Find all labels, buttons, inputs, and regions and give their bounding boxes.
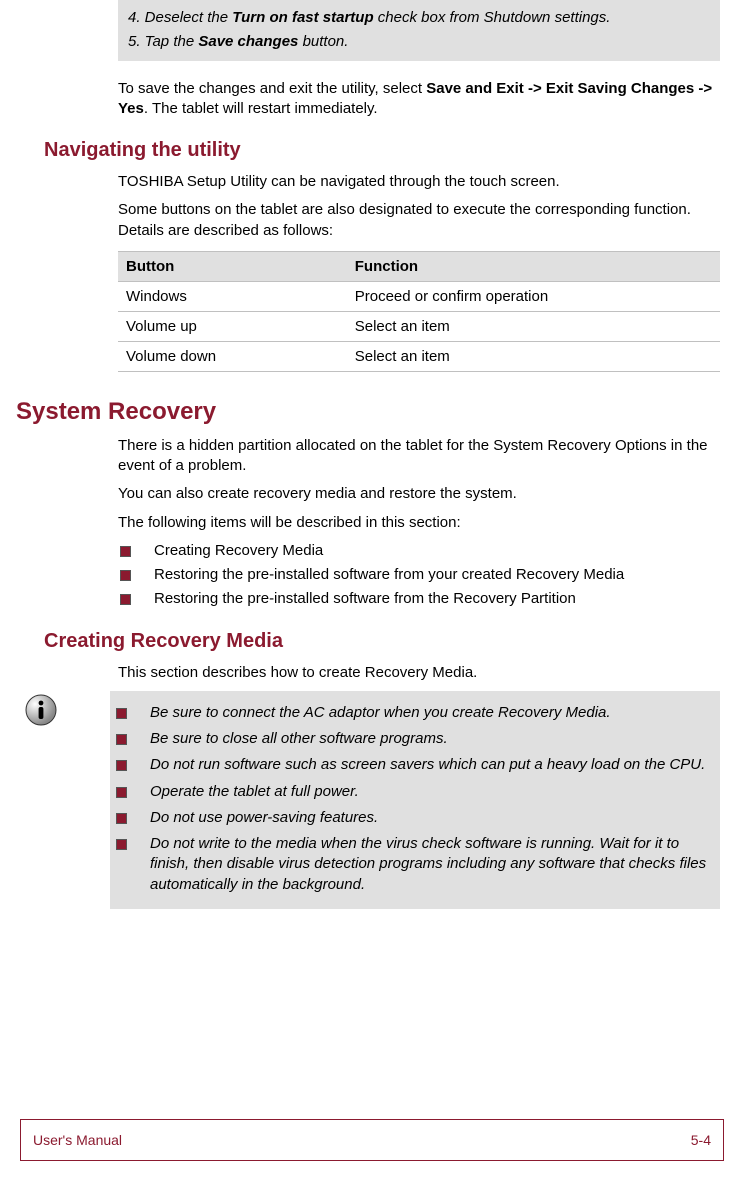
col-button: Button [118, 251, 347, 281]
step5: 5. Tap the Save changes button. [128, 32, 710, 52]
step5-bold: Save changes [198, 33, 298, 50]
heading-creating-recovery: Creating Recovery Media [44, 630, 720, 653]
save-exit-suffix: . The tablet will restart immediately. [144, 100, 378, 117]
recovery-section: There is a hidden partition allocated on… [118, 436, 720, 610]
cell-btn-2: Volume down [118, 341, 347, 371]
cell-fn-0: Proceed or confirm operation [347, 281, 720, 311]
table-row: Volume up Select an item [118, 311, 720, 341]
shutdown-steps-box: 4. Deselect the Turn on fast startup che… [118, 0, 720, 119]
list-item: Be sure to connect the AC adaptor when y… [114, 703, 712, 723]
heading-navigating: Navigating the utility [44, 139, 720, 162]
recovery-p1: There is a hidden partition allocated on… [118, 436, 720, 477]
button-function-table: Button Function Windows Proceed or confi… [118, 251, 720, 372]
footer-left: User's Manual [33, 1132, 122, 1148]
cell-fn-2: Select an item [347, 341, 720, 371]
cell-fn-1: Select an item [347, 311, 720, 341]
page-footer: User's Manual 5-4 [20, 1119, 724, 1161]
list-item: Restoring the pre-installed software fro… [118, 589, 720, 609]
info-notes-box: Be sure to connect the AC adaptor when y… [110, 691, 720, 909]
save-exit-prefix: To save the changes and exit the utility… [118, 80, 426, 97]
list-item: Do not write to the media when the virus… [114, 834, 712, 895]
recovery-p2: You can also create recovery media and r… [118, 484, 720, 504]
list-item: Restoring the pre-installed software fro… [118, 565, 720, 585]
table-row: Windows Proceed or confirm operation [118, 281, 720, 311]
table-header-row: Button Function [118, 251, 720, 281]
step5-suffix: button. [298, 33, 348, 50]
step4: 4. Deselect the Turn on fast startup che… [128, 8, 710, 28]
list-item: Creating Recovery Media [118, 541, 720, 561]
page-container: 4. Deselect the Turn on fast startup che… [0, 0, 744, 979]
list-item: Operate the tablet at full power. [114, 782, 712, 802]
list-item: Be sure to close all other software prog… [114, 729, 712, 749]
gray-box-steps: 4. Deselect the Turn on fast startup che… [118, 0, 720, 61]
info-note-row: Be sure to connect the AC adaptor when y… [0, 691, 744, 909]
step4-bold: Turn on fast startup [232, 9, 373, 26]
info-notes-list: Be sure to connect the AC adaptor when y… [114, 703, 712, 895]
step4-prefix: 4. Deselect the [128, 9, 232, 26]
col-function: Function [347, 251, 720, 281]
list-item: Do not run software such as screen saver… [114, 755, 712, 775]
footer-right: 5-4 [691, 1132, 711, 1148]
recovery-bullets: Creating Recovery Media Restoring the pr… [118, 541, 720, 610]
recovery-p3: The following items will be described in… [118, 513, 720, 533]
step5-prefix: 5. Tap the [128, 33, 198, 50]
save-exit-paragraph: To save the changes and exit the utility… [118, 79, 720, 120]
create-p1: This section describes how to create Rec… [118, 663, 720, 683]
cell-btn-0: Windows [118, 281, 347, 311]
table-row: Volume down Select an item [118, 341, 720, 371]
info-icon [24, 693, 58, 727]
cell-btn-1: Volume up [118, 311, 347, 341]
nav-p2: Some buttons on the tablet are also desi… [118, 200, 720, 241]
list-item: Do not use power-saving features. [114, 808, 712, 828]
heading-system-recovery: System Recovery [16, 398, 720, 426]
nav-p1: TOSHIBA Setup Utility can be navigated t… [118, 172, 720, 192]
step4-suffix: check box from Shutdown settings. [374, 9, 611, 26]
nav-section: TOSHIBA Setup Utility can be navigated t… [118, 172, 720, 372]
create-section: This section describes how to create Rec… [118, 663, 720, 683]
